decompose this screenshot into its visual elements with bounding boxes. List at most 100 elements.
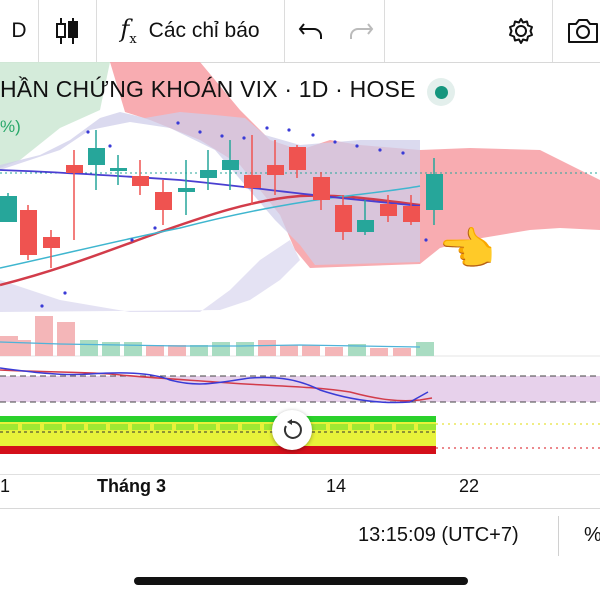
indicator-bar [0, 424, 18, 430]
clock-timezone[interactable]: 13:15:09 (UTC+7) [358, 524, 519, 546]
volume-bar [348, 344, 366, 356]
indicator-green-top [0, 416, 436, 422]
candle-body [380, 204, 397, 216]
candle-body [222, 160, 239, 170]
indicator-bar [110, 424, 128, 430]
oscillator-red-line [0, 369, 433, 402]
indicator-bar [374, 424, 392, 430]
rotate-icon [283, 419, 302, 439]
chart-type-button[interactable] [38, 0, 97, 62]
volume-bar [302, 345, 320, 356]
candle-body [267, 165, 284, 175]
home-indicator[interactable] [134, 577, 468, 585]
indicator-bar [242, 424, 260, 430]
candle-body [335, 205, 352, 232]
oscillator-band [0, 376, 600, 402]
indicator-bar [418, 424, 436, 430]
indicator-bar [88, 424, 106, 430]
volume-bars-group [0, 316, 434, 356]
indicator-bar [330, 424, 348, 430]
interval-button[interactable]: D [0, 0, 39, 62]
parabolic-dot [130, 238, 134, 242]
candle-body [403, 206, 420, 222]
undo-icon [298, 23, 322, 39]
top-toolbar: D fx Các chỉ báo [0, 0, 600, 63]
oscillator-blue-line [0, 367, 429, 404]
volume-bar [258, 340, 276, 356]
gear-icon [509, 18, 533, 44]
volume-bar [325, 347, 343, 356]
volume-ma-line [0, 341, 421, 348]
candlestick-icon [56, 18, 78, 44]
candle-body [357, 220, 374, 232]
pointing-hand-emoji: 👈 [438, 223, 496, 275]
indicator-bar [352, 424, 370, 430]
reset-chart-button[interactable] [272, 410, 312, 450]
indicator-bars-group [0, 424, 436, 430]
chart-title: HẦN CHỨNG KHOÁN VIX · 1D · HOSE [0, 76, 416, 102]
parabolic-dot [287, 128, 291, 132]
redo-button[interactable] [338, 0, 385, 62]
parabolic-dot [424, 238, 428, 242]
ma-cyan-line [0, 185, 421, 269]
parabolic-dot [401, 151, 405, 155]
market-status-indicator[interactable] [427, 78, 455, 106]
indicators-button[interactable]: fx Các chỉ báo [96, 0, 285, 62]
ma-purple-line [0, 169, 421, 207]
redo-icon [350, 23, 374, 39]
time-axis [0, 474, 600, 509]
snapshot-button[interactable] [552, 0, 600, 62]
volume-bar [280, 345, 298, 356]
function-icon: fx [120, 15, 137, 47]
candle-body [178, 188, 195, 192]
parabolic-dot [153, 226, 157, 230]
percent-scale-toggle[interactable]: % [584, 524, 600, 547]
volume-bar [57, 322, 75, 356]
candle-body [43, 237, 60, 248]
change-percent-badge: %) [0, 117, 21, 136]
camera-icon [568, 19, 598, 43]
candle-body [132, 176, 149, 186]
indicator-bar [132, 424, 150, 430]
status-bar [0, 508, 600, 567]
cloud-lavender-lower [0, 240, 300, 312]
indicator-bar [44, 424, 62, 430]
volume-bar [168, 345, 186, 356]
parabolic-dot [355, 144, 359, 148]
parabolic-dot [40, 304, 44, 308]
candle-body [0, 196, 17, 222]
parabolic-dot [86, 130, 90, 134]
indicator-bar [66, 424, 84, 430]
candle-body [110, 168, 127, 171]
cloud-lavender [0, 112, 420, 265]
volume-bar [416, 342, 434, 356]
indicator-bar [396, 424, 414, 430]
cloud-green [0, 62, 110, 168]
settings-button[interactable] [490, 0, 553, 62]
parabolic-dot [242, 136, 246, 140]
indicators-label: Các chỉ báo [148, 19, 260, 42]
indicator-bar [198, 424, 216, 430]
parabolic-dot [176, 121, 180, 125]
parabolic-dot [220, 134, 224, 138]
indicator-bar [220, 424, 238, 430]
indicator-bar [176, 424, 194, 430]
price-chart[interactable] [0, 62, 600, 474]
volume-bar [80, 340, 98, 356]
indicator-bar [308, 424, 326, 430]
parabolic-dots-group [40, 121, 428, 308]
parabolic-dot [63, 291, 67, 295]
xaxis-label: 22 [459, 476, 480, 496]
candle-body [200, 170, 217, 178]
volume-bar [212, 342, 230, 356]
parabolic-dot [333, 140, 337, 144]
volume-bar [124, 342, 142, 356]
candle-body [289, 147, 306, 170]
indicator-red-bottom [0, 446, 436, 454]
parabolic-dot [265, 126, 269, 130]
indicator-bar [154, 424, 172, 430]
undo-button[interactable] [284, 0, 338, 62]
xaxis-label: 14 [326, 476, 347, 496]
candle-body [20, 210, 37, 255]
volume-bar [146, 345, 164, 356]
